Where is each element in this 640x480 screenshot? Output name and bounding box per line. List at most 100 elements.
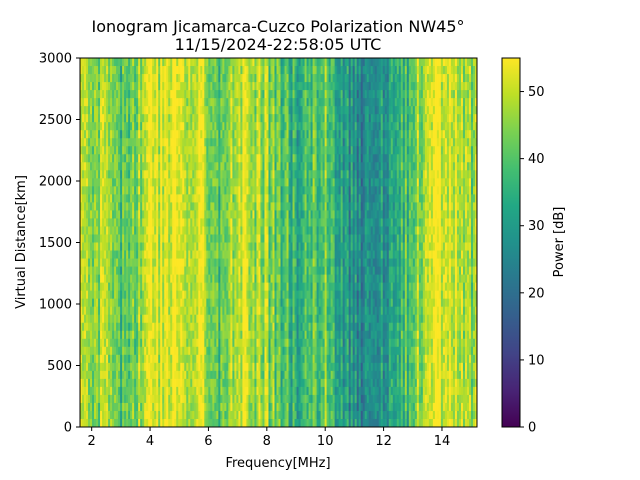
heatmap-cell — [182, 330, 185, 340]
heatmap-cell — [134, 146, 137, 155]
heatmap-cell — [222, 402, 225, 412]
heatmap-cell — [116, 218, 119, 227]
heatmap-cell — [240, 354, 243, 364]
heatmap-cell — [252, 354, 255, 364]
heatmap-cell — [142, 186, 145, 195]
heatmap-cell — [268, 370, 271, 380]
heatmap-cell — [272, 258, 275, 268]
heatmap-cell — [222, 74, 225, 83]
heatmap-cell — [176, 362, 179, 372]
heatmap-cell — [210, 322, 213, 332]
heatmap-cell — [122, 274, 125, 284]
heatmap-cell — [138, 90, 141, 99]
heatmap-cell — [258, 402, 261, 412]
heatmap-cell — [130, 250, 133, 260]
heatmap-cell — [120, 386, 123, 396]
heatmap-cell — [160, 146, 163, 155]
heatmap-cell — [174, 330, 177, 340]
heatmap-cell — [96, 234, 99, 243]
heatmap-cell — [80, 386, 83, 396]
heatmap-cell — [172, 146, 175, 155]
heatmap-cell — [274, 330, 277, 340]
heatmap-cell — [180, 370, 183, 380]
heatmap-cell — [232, 370, 235, 380]
heatmap-cell — [116, 378, 119, 388]
heatmap-cell — [240, 338, 243, 348]
heatmap-cell — [124, 162, 127, 171]
heatmap-cell — [174, 354, 177, 364]
heatmap-cell — [144, 314, 147, 324]
heatmap-cell — [114, 114, 117, 123]
heatmap-cell — [94, 186, 97, 195]
heatmap-cell — [192, 82, 195, 91]
heatmap-cell — [86, 130, 89, 139]
heatmap-cell — [260, 402, 263, 412]
heatmap-cell — [100, 218, 103, 227]
heatmap-cell — [130, 258, 133, 268]
heatmap-cell — [170, 58, 173, 67]
heatmap-cell — [98, 410, 101, 420]
heatmap-cell — [174, 274, 177, 284]
heatmap-cell — [110, 346, 113, 356]
heatmap-cell — [168, 346, 171, 356]
heatmap-cell — [126, 370, 129, 380]
heatmap-cell — [268, 178, 271, 187]
heatmap-cell — [204, 314, 207, 324]
heatmap-cell — [130, 58, 133, 67]
heatmap-cell — [210, 130, 213, 139]
heatmap-cell — [184, 202, 187, 211]
heatmap-cell — [168, 418, 171, 427]
heatmap-cell — [190, 202, 193, 211]
heatmap-cell — [158, 402, 161, 412]
heatmap-cell — [162, 362, 165, 372]
heatmap-cell — [96, 186, 99, 195]
heatmap-cell — [144, 362, 147, 372]
heatmap-cell — [126, 346, 129, 356]
heatmap-cell — [210, 386, 213, 396]
heatmap-cell — [188, 418, 191, 427]
heatmap-cell — [178, 306, 181, 316]
heatmap-cell — [248, 170, 251, 179]
heatmap-cell — [118, 146, 121, 155]
heatmap-cell — [126, 418, 129, 427]
heatmap-cell — [116, 282, 119, 292]
heatmap-cell — [146, 66, 149, 75]
heatmap-cell — [226, 82, 229, 91]
heatmap-cell — [120, 266, 123, 276]
heatmap-cell — [172, 186, 175, 195]
heatmap-cell — [202, 282, 205, 292]
heatmap-cell — [252, 346, 255, 356]
heatmap-cell — [232, 362, 235, 372]
heatmap-cell — [108, 242, 111, 252]
heatmap-cell — [226, 378, 229, 388]
heatmap-cell — [138, 218, 141, 227]
heatmap-cell — [222, 298, 225, 308]
heatmap-cell — [184, 218, 187, 227]
heatmap-cell — [96, 266, 99, 276]
heatmap-cell — [194, 186, 197, 195]
heatmap-cell — [114, 98, 117, 107]
heatmap-cell — [142, 410, 145, 420]
heatmap-cell — [206, 146, 209, 155]
heatmap-cell — [238, 378, 241, 388]
heatmap-cell — [162, 234, 165, 243]
heatmap-cell — [258, 178, 261, 187]
heatmap-cell — [140, 354, 143, 364]
heatmap-cell — [198, 386, 201, 396]
heatmap-cell — [124, 90, 127, 99]
heatmap-cell — [240, 82, 243, 91]
heatmap-cell — [132, 362, 135, 372]
heatmap-cell — [166, 402, 169, 412]
heatmap-cell — [86, 322, 89, 332]
heatmap-cell — [216, 298, 219, 308]
heatmap-cell — [116, 202, 119, 211]
heatmap-cell — [102, 66, 105, 75]
heatmap-cell — [226, 250, 229, 260]
heatmap-cell — [174, 322, 177, 332]
heatmap-cell — [224, 226, 227, 235]
heatmap-cell — [82, 378, 85, 388]
heatmap-cell — [246, 418, 249, 427]
heatmap-cell — [166, 306, 169, 316]
heatmap-cell — [216, 154, 219, 163]
heatmap-cell — [138, 314, 141, 324]
